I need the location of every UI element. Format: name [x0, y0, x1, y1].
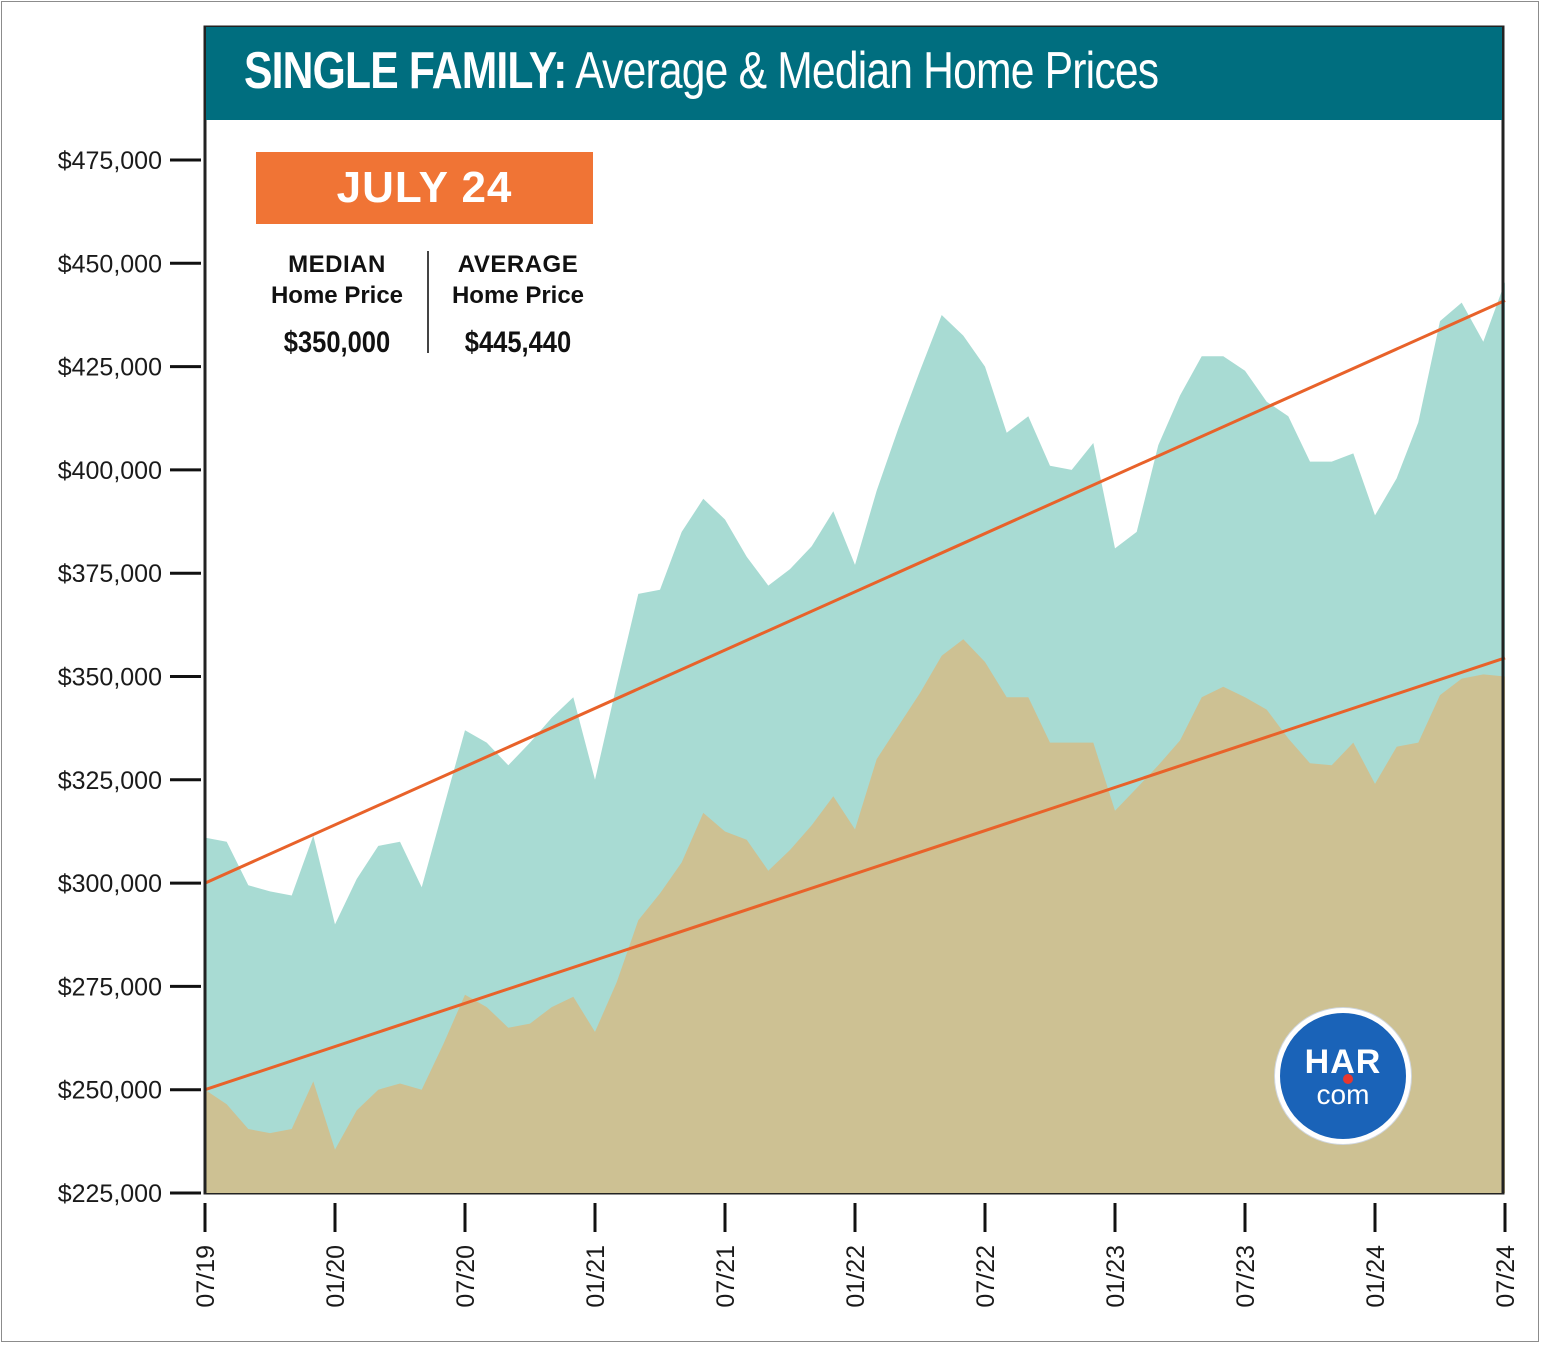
y-tick-label: $375,000 — [58, 560, 162, 588]
y-tick-label: $425,000 — [58, 354, 162, 382]
y-tick-label: $350,000 — [58, 664, 162, 692]
chart-title: SINGLE FAMILY: Average & Median Home Pri… — [244, 41, 1159, 101]
x-tick-label: 07/20 — [452, 1245, 480, 1308]
x-tick-label: 07/19 — [192, 1245, 220, 1308]
har-logo-dot — [1343, 1074, 1353, 1084]
average-sublabel: Home Price — [451, 282, 585, 309]
x-tick-label: 01/21 — [582, 1245, 610, 1308]
axis-layer: $225,000 $250,000 $275,000 $300,000 $325,000… — [58, 27, 1520, 1308]
median-value: $350,000 — [283, 326, 391, 359]
x-tick-label: 07/21 — [712, 1245, 740, 1308]
y-tick-label: $450,000 — [58, 250, 162, 278]
y-tick-label: $250,000 — [58, 1077, 162, 1105]
y-tick-label: $300,000 — [58, 870, 162, 898]
average-label: AVERAGE — [457, 251, 579, 278]
date-badge: JULY 24 — [256, 152, 593, 224]
median-sublabel: Home Price — [270, 282, 404, 309]
x-tick-label: 01/20 — [322, 1245, 350, 1308]
median-price-area — [205, 639, 1505, 1193]
chart-title-rest: Average & Median Home Prices — [575, 42, 1159, 100]
stat-divider — [427, 251, 429, 353]
x-tick-label: 01/23 — [1102, 1245, 1130, 1308]
x-tick-label: 07/23 — [1232, 1245, 1260, 1308]
title-bar: SINGLE FAMILY: Average & Median Home Pri… — [206, 27, 1502, 120]
har-logo: HAR com — [1275, 1008, 1411, 1144]
x-tick-label: 01/22 — [842, 1245, 870, 1308]
y-tick-label: $475,000 — [58, 147, 162, 175]
x-tick-label: 01/24 — [1362, 1245, 1390, 1308]
y-tick-label: $325,000 — [58, 767, 162, 795]
x-tick-label: 07/22 — [972, 1245, 1000, 1308]
average-trend-line — [204, 299, 1506, 885]
y-tick-label: $275,000 — [58, 973, 162, 1001]
average-stat: AVERAGE Home Price $445,440 — [428, 249, 608, 363]
har-logo-com: com — [1316, 1079, 1370, 1110]
har-logo-text: HAR — [1304, 1043, 1382, 1081]
median-stat: MEDIAN Home Price $350,000 — [247, 249, 427, 363]
x-tick-label: 07/24 — [1492, 1245, 1520, 1308]
median-trend-line — [204, 656, 1506, 1092]
median-label: MEDIAN — [288, 251, 386, 278]
average-value: $445,440 — [464, 326, 572, 359]
y-tick-label: $400,000 — [58, 457, 162, 485]
y-tick-label: $225,000 — [58, 1180, 162, 1208]
chart-title-bold: SINGLE FAMILY: — [244, 42, 567, 100]
